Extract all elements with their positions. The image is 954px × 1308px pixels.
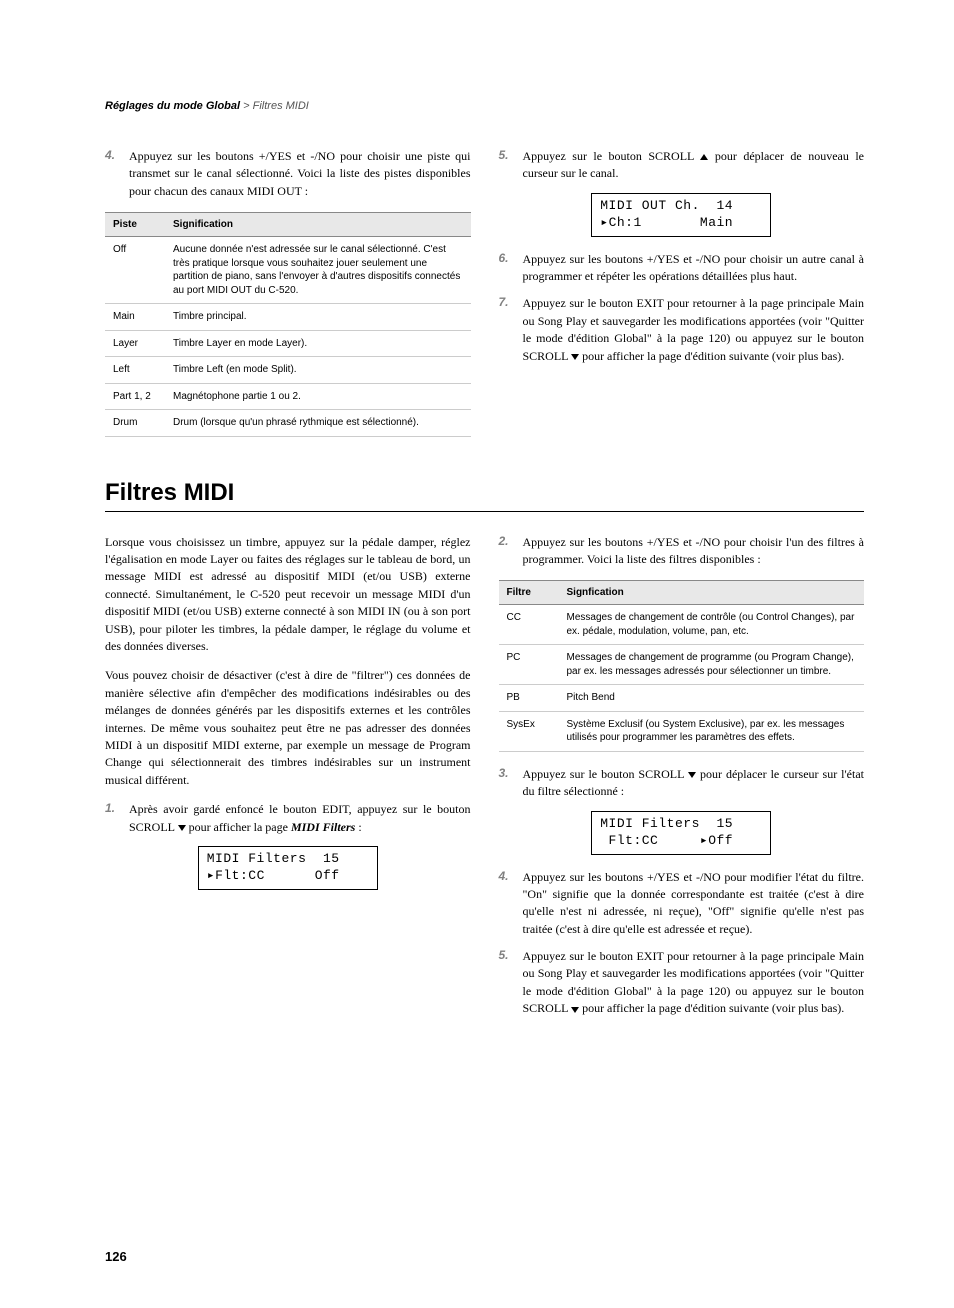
step-num: 1. [105,801,119,836]
triangle-down-icon [178,825,186,831]
step-num: 5. [499,148,513,183]
th-filtre: Filtre [499,581,559,605]
step-text: Appuyez sur le bouton SCROLL pour déplac… [523,766,865,801]
step-num: 2. [499,534,513,569]
bottom-columns: Lorsque vous choisissez un timbre, appuy… [105,534,864,1028]
step-7: 7. Appuyez sur le bouton EXIT pour retou… [499,295,865,365]
table-row: OffAucune donnée n'est adressée sur le c… [105,237,471,304]
table-row: PBPitch Bend [499,685,865,712]
step-num: 5. [499,948,513,1018]
table-row: PCMessages de changement de programme (o… [499,645,865,685]
table-row: LayerTimbre Layer en mode Layer). [105,330,471,357]
step-num: 3. [499,766,513,801]
table-row: MainTimbre principal. [105,304,471,331]
step-num: 4. [105,148,119,200]
step-5: 5. Appuyez sur le bouton SCROLL pour dép… [499,148,865,183]
step-text: Appuyez sur le bouton EXIT pour retourne… [523,295,865,365]
bottom-right-col: 2. Appuyez sur les boutons +/YES et -/NO… [499,534,865,1028]
lcd-display: MIDI OUT Ch. 14 ▸Ch:1 Main [591,193,771,237]
lcd-display: MIDI Filters 15 Flt:CC ▸Off [591,811,771,855]
paragraph: Vous pouvez choisir de désactiver (c'est… [105,667,471,789]
th-piste: Piste [105,213,165,237]
step-4: 4. Appuyez sur les boutons +/YES et -/NO… [105,148,471,200]
top-right-col: 5. Appuyez sur le bouton SCROLL pour dép… [499,148,865,451]
step-4b: 4. Appuyez sur les boutons +/YES et -/NO… [499,869,865,939]
step-text: Appuyez sur les boutons +/YES et -/NO po… [129,148,471,200]
triangle-down-icon [571,1007,579,1013]
breadcrumb-sep: > [240,100,253,112]
step-num: 7. [499,295,513,365]
table-row: SysExSystème Exclusif (ou System Exclusi… [499,711,865,751]
page-number: 126 [105,1249,127,1264]
step-text: Appuyez sur les boutons +/YES et -/NO po… [523,869,865,939]
table-row: LeftTimbre Left (en mode Split). [105,357,471,384]
step-text: Appuyez sur les boutons +/YES et -/NO po… [523,251,865,286]
bottom-left-col: Lorsque vous choisissez un timbre, appuy… [105,534,471,1028]
step-3: 3. Appuyez sur le bouton SCROLL pour dép… [499,766,865,801]
step-5b: 5. Appuyez sur le bouton EXIT pour retou… [499,948,865,1018]
breadcrumb-section: Réglages du mode Global [105,100,240,112]
step-text: Appuyez sur le bouton SCROLL pour déplac… [523,148,865,183]
step-2: 2. Appuyez sur les boutons +/YES et -/NO… [499,534,865,569]
step-text: Appuyez sur le bouton EXIT pour retourne… [523,948,865,1018]
step-num: 6. [499,251,513,286]
piste-table: Piste Signification OffAucune donnée n'e… [105,212,471,437]
table-row: DrumDrum (lorsque qu'un phrasé rythmique… [105,410,471,437]
paragraph: Lorsque vous choisissez un timbre, appuy… [105,534,471,656]
lcd-display: MIDI Filters 15 ▸Flt:CC Off [198,846,378,890]
th-signification: Signification [165,213,471,237]
step-text: Après avoir gardé enfoncé le bouton EDIT… [129,801,471,836]
top-left-col: 4. Appuyez sur les boutons +/YES et -/NO… [105,148,471,451]
step-1: 1. Après avoir gardé enfoncé le bouton E… [105,801,471,836]
table-row: Part 1, 2Magnétophone partie 1 ou 2. [105,383,471,410]
step-text: Appuyez sur les boutons +/YES et -/NO po… [523,534,865,569]
breadcrumb-sub: Filtres MIDI [253,100,309,112]
filter-table: Filtre Signfication CCMessages de change… [499,580,865,752]
triangle-down-icon [571,354,579,360]
breadcrumb: Réglages du mode Global > Filtres MIDI [105,100,864,112]
table-row: CCMessages de changement de contrôle (ou… [499,605,865,645]
top-columns: 4. Appuyez sur les boutons +/YES et -/NO… [105,148,864,451]
step-6: 6. Appuyez sur les boutons +/YES et -/NO… [499,251,865,286]
th-signification: Signfication [559,581,865,605]
triangle-down-icon [688,772,696,778]
section-title: Filtres MIDI [105,479,864,512]
step-num: 4. [499,869,513,939]
